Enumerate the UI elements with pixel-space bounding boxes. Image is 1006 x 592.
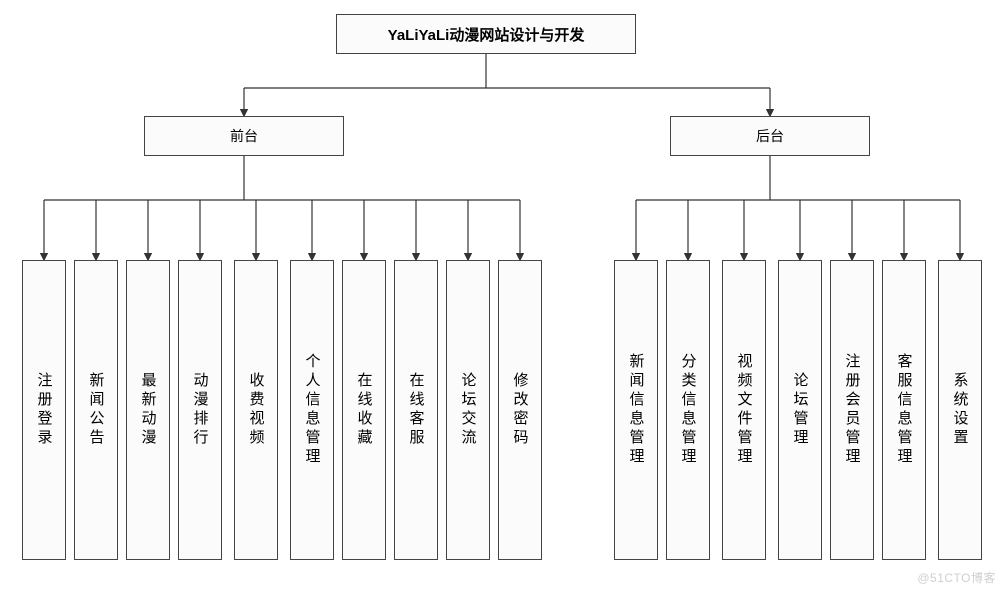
watermark-text: @51CTO博客 <box>917 569 996 586</box>
leaf-node: 在线收藏 <box>342 260 386 560</box>
leaf-label: 最新动漫 <box>138 372 159 448</box>
leaf-node: 新闻公告 <box>74 260 118 560</box>
leaf-node: 最新动漫 <box>126 260 170 560</box>
leaf-node: 注册登录 <box>22 260 66 560</box>
backend-label: 后台 <box>756 126 784 146</box>
leaf-node: 收费视频 <box>234 260 278 560</box>
leaf-label: 系统设置 <box>950 372 971 448</box>
leaf-label: 注册登录 <box>34 372 55 448</box>
leaf-node: 系统设置 <box>938 260 982 560</box>
leaf-node: 视频文件管理 <box>722 260 766 560</box>
leaf-node: 注册会员管理 <box>830 260 874 560</box>
leaf-node: 在线客服 <box>394 260 438 560</box>
leaf-label: 客服信息管理 <box>894 353 915 467</box>
leaf-node: 论坛交流 <box>446 260 490 560</box>
leaf-label: 个人信息管理 <box>302 353 323 467</box>
leaf-node: 分类信息管理 <box>666 260 710 560</box>
leaf-label: 在线客服 <box>406 372 427 448</box>
frontend-label: 前台 <box>230 126 258 146</box>
leaf-label: 分类信息管理 <box>678 353 699 467</box>
leaf-label: 论坛交流 <box>458 372 479 448</box>
root-label: YaLiYaLi动漫网站设计与开发 <box>388 24 585 45</box>
leaf-label: 动漫排行 <box>190 372 211 448</box>
backend-node: 后台 <box>670 116 870 156</box>
leaf-node: 动漫排行 <box>178 260 222 560</box>
leaf-node: 修改密码 <box>498 260 542 560</box>
leaf-label: 论坛管理 <box>790 372 811 448</box>
frontend-node: 前台 <box>144 116 344 156</box>
leaf-label: 在线收藏 <box>354 372 375 448</box>
leaf-node: 新闻信息管理 <box>614 260 658 560</box>
leaf-node: 客服信息管理 <box>882 260 926 560</box>
leaf-label: 视频文件管理 <box>734 353 755 467</box>
leaf-label: 收费视频 <box>246 372 267 448</box>
leaf-node: 论坛管理 <box>778 260 822 560</box>
leaf-node: 个人信息管理 <box>290 260 334 560</box>
leaf-label: 新闻公告 <box>86 372 107 448</box>
leaf-label: 修改密码 <box>510 372 531 448</box>
leaf-label: 注册会员管理 <box>842 353 863 467</box>
root-node: YaLiYaLi动漫网站设计与开发 <box>336 14 636 54</box>
leaf-label: 新闻信息管理 <box>626 353 647 467</box>
